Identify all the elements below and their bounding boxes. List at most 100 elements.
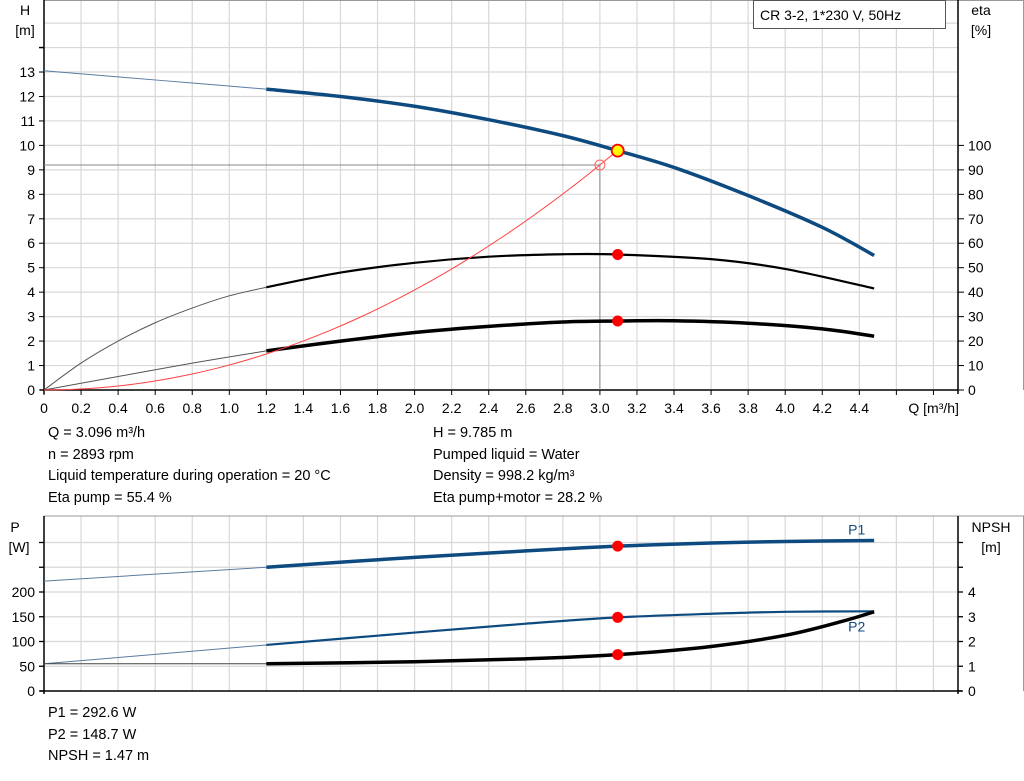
y2-tick-label: 3 xyxy=(968,609,976,625)
power-npsh-chart: 0 50 100 150 200 0 1 2 3 4 P [W] NPSH [m] P1 P2 xyxy=(9,515,1024,699)
y2-tick-label: 0 xyxy=(968,683,976,699)
p1-operating-marker xyxy=(612,540,624,552)
y2-tick-label: 30 xyxy=(968,309,984,325)
x-tick-label: 1.8 xyxy=(368,400,388,416)
x-tick-label: 1.2 xyxy=(257,400,277,416)
npsh-operating-marker xyxy=(612,649,624,661)
p2-readout: P2 = 148.7 W xyxy=(48,726,137,743)
eta-pump-readout: Eta pump = 55.4 % xyxy=(48,489,172,506)
series-eta_pump_motor-extrapolated xyxy=(43,350,267,391)
y-tick-label: 10 xyxy=(19,137,35,153)
y-tick-label: 200 xyxy=(12,584,36,600)
series-P2 xyxy=(266,610,875,647)
y-tick-label: 8 xyxy=(27,186,35,202)
series-label-P2: P2 xyxy=(848,618,865,634)
x-tick-label: 2.4 xyxy=(479,400,499,416)
y-axis-unit: [m] xyxy=(15,22,34,38)
speed-readout: n = 2893 rpm xyxy=(48,446,134,463)
y2-tick-label: 50 xyxy=(968,260,984,276)
y2-tick-label: 40 xyxy=(968,284,984,300)
y2-tick-label: 90 xyxy=(968,162,984,178)
y2-tick-label: 4 xyxy=(968,584,976,600)
liquid-temp-readout: Liquid temperature during operation = 20… xyxy=(48,468,331,484)
series-P1 xyxy=(266,538,875,569)
y-tick-label: 11 xyxy=(20,113,35,129)
x-tick-label: 4.2 xyxy=(813,400,833,416)
x-tick-label: 0 xyxy=(40,400,48,416)
y-tick-label: 4 xyxy=(27,284,35,300)
x-tick-label: 0.2 xyxy=(71,400,91,416)
p1-readout: P1 = 292.6 W xyxy=(48,705,137,721)
series-H xyxy=(266,87,875,258)
y-tick-label: 0 xyxy=(27,683,35,699)
y-tick-label: 7 xyxy=(27,211,35,227)
title-box xyxy=(753,0,946,29)
p2-operating-marker xyxy=(612,611,624,623)
info-left-panel: Q = 3.096 m³/h n = 2893 rpm Liquid tempe… xyxy=(48,423,331,509)
duty-point-marker xyxy=(610,143,625,158)
y-tick-label: 12 xyxy=(19,88,35,104)
y-axis-label: H xyxy=(20,2,30,18)
x-tick-label: 2.8 xyxy=(553,400,573,416)
x-tick-label: 0.8 xyxy=(183,400,203,416)
reference-point-marker xyxy=(594,159,606,171)
x-tick-label: 2.2 xyxy=(442,400,462,416)
y-tick-label: 150 xyxy=(12,609,36,625)
y-axis-label: P xyxy=(10,519,19,535)
y-tick-label: 1 xyxy=(27,358,35,374)
flow-readout: Q = 3.096 m³/h xyxy=(48,425,146,441)
y-tick-label: 13 xyxy=(19,64,35,80)
y-tick-label: 2 xyxy=(27,333,35,349)
y2-axis-unit: [m] xyxy=(981,539,1000,555)
y2-tick-label: 60 xyxy=(968,235,984,251)
x-tick-label: 3.2 xyxy=(627,400,647,416)
y2-tick-label: 70 xyxy=(968,211,984,227)
y-tick-label: 6 xyxy=(27,235,35,251)
y-tick-label: 5 xyxy=(27,260,35,276)
y2-tick-label: 80 xyxy=(968,186,984,202)
eta-pump-operating-marker xyxy=(612,248,624,260)
series-P2-extrapolated xyxy=(43,644,267,665)
x-tick-label: 4.4 xyxy=(850,400,870,416)
y2-axis-unit: [%] xyxy=(971,22,991,38)
x-tick-label: 2.0 xyxy=(405,400,425,416)
y-tick-label: 3 xyxy=(27,309,35,325)
chart-title: CR 3-2, 1*230 V, 50Hz xyxy=(760,7,901,23)
x-tick-label: 1.4 xyxy=(294,400,314,416)
x-tick-label: 3.4 xyxy=(664,400,684,416)
y2-axis-label: eta xyxy=(971,2,991,18)
y2-tick-label: 100 xyxy=(968,137,992,153)
info-bottom-panel: P1 = 292.6 W P2 = 148.7 W NPSH = 1.47 m xyxy=(48,703,149,768)
y-tick-label: 100 xyxy=(12,634,36,650)
eta-pump-motor-readout: Eta pump+motor = 28.2 % xyxy=(433,489,603,506)
x-tick-label: 0.6 xyxy=(145,400,165,416)
series-label-P1: P1 xyxy=(848,522,865,538)
y2-tick-label: 20 xyxy=(968,333,984,349)
npsh-readout: NPSH = 1.47 m xyxy=(48,748,150,764)
x-axis-label: Q [m³/h] xyxy=(908,400,959,416)
y-tick-label: 0 xyxy=(27,382,35,398)
head-readout: H = 9.785 m xyxy=(433,425,513,441)
y-axis-unit: [W] xyxy=(9,539,30,555)
y-tick-label: 9 xyxy=(27,162,35,178)
x-tick-label: 0.4 xyxy=(108,400,128,416)
x-tick-label: 2.6 xyxy=(516,400,536,416)
info-right-panel: H = 9.785 m Pumped liquid = Water Densit… xyxy=(433,423,602,509)
y2-tick-label: 0 xyxy=(968,382,976,398)
x-tick-label: 1.0 xyxy=(220,400,240,416)
y-tick-label: 50 xyxy=(19,658,35,674)
x-tick-label: 4.0 xyxy=(775,400,795,416)
series-H-extrapolated xyxy=(43,70,267,90)
y2-tick-label: 2 xyxy=(968,634,976,650)
x-tick-label: 3.6 xyxy=(701,400,721,416)
density-readout: Density = 998.2 kg/m³ xyxy=(433,468,575,484)
y2-axis-label: NPSH xyxy=(972,519,1011,535)
series-eta_pump-extrapolated xyxy=(43,286,267,391)
y2-tick-label: 1 xyxy=(968,658,976,674)
pumped-liquid-readout: Pumped liquid = Water xyxy=(433,446,580,463)
series-system-curve xyxy=(43,149,619,391)
x-tick-label: 3.8 xyxy=(738,400,758,416)
series-eta_pump_motor xyxy=(266,318,875,353)
x-tick-label: 1.6 xyxy=(331,400,351,416)
